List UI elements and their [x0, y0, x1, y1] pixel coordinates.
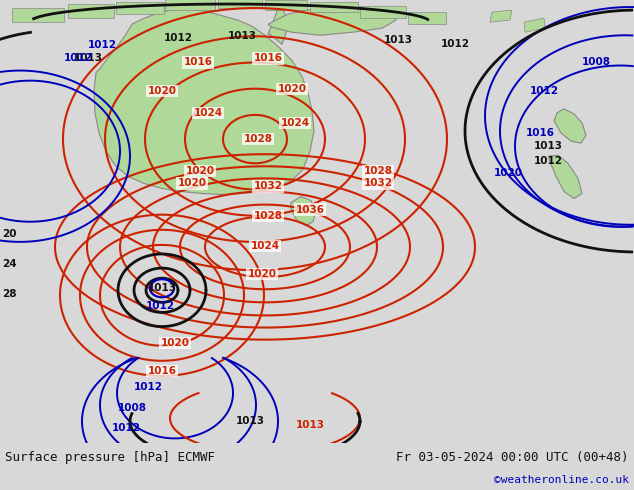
- Polygon shape: [12, 8, 64, 22]
- Polygon shape: [360, 6, 406, 18]
- Text: 1012: 1012: [164, 33, 193, 43]
- Text: 1032: 1032: [363, 178, 392, 189]
- Text: 1020: 1020: [247, 269, 276, 279]
- Text: Surface pressure [hPa] ECMWF: Surface pressure [hPa] ECMWF: [5, 451, 215, 464]
- Text: 1016: 1016: [526, 128, 555, 138]
- Text: 24: 24: [2, 259, 16, 269]
- Text: 1032: 1032: [254, 181, 283, 192]
- Text: 1013: 1013: [384, 35, 413, 45]
- Text: 1013: 1013: [228, 31, 257, 41]
- Text: Fr 03-05-2024 00:00 UTC (00+48): Fr 03-05-2024 00:00 UTC (00+48): [396, 451, 629, 464]
- Text: 1013: 1013: [295, 420, 325, 430]
- Text: 1036: 1036: [295, 205, 325, 215]
- Text: 1013: 1013: [235, 416, 264, 426]
- Text: 1012: 1012: [87, 40, 117, 50]
- Text: 1020: 1020: [278, 84, 306, 94]
- Polygon shape: [68, 4, 114, 18]
- Text: 1012: 1012: [112, 423, 141, 433]
- Text: 1016: 1016: [148, 366, 176, 376]
- Text: 1024: 1024: [250, 241, 280, 251]
- Polygon shape: [524, 18, 545, 32]
- Polygon shape: [549, 155, 582, 198]
- Polygon shape: [490, 10, 512, 22]
- Text: 28: 28: [2, 289, 16, 299]
- Text: 1008: 1008: [581, 57, 611, 68]
- Text: 1020: 1020: [186, 166, 214, 176]
- Text: 1028: 1028: [363, 166, 392, 176]
- Text: 1012: 1012: [134, 382, 162, 392]
- Polygon shape: [265, 0, 307, 10]
- Text: 1020: 1020: [178, 178, 207, 189]
- Polygon shape: [408, 12, 446, 24]
- Text: 1020: 1020: [493, 169, 522, 178]
- Text: 1024: 1024: [193, 108, 223, 118]
- Polygon shape: [268, 6, 396, 35]
- Text: 1028: 1028: [243, 134, 273, 144]
- Text: 1012: 1012: [441, 39, 470, 49]
- Polygon shape: [218, 0, 262, 8]
- Text: 1008: 1008: [117, 403, 146, 413]
- Polygon shape: [94, 9, 314, 195]
- Text: 1012: 1012: [529, 86, 559, 96]
- Text: 1020: 1020: [160, 338, 190, 348]
- Text: 1016: 1016: [254, 53, 283, 63]
- Text: 1028: 1028: [254, 211, 283, 220]
- Polygon shape: [116, 2, 164, 14]
- Text: ©weatheronline.co.uk: ©weatheronline.co.uk: [494, 475, 629, 485]
- Text: 1016: 1016: [183, 57, 212, 68]
- Polygon shape: [268, 4, 287, 45]
- Polygon shape: [165, 0, 215, 10]
- Text: 20: 20: [2, 229, 16, 239]
- Text: 1012: 1012: [145, 301, 174, 311]
- Text: 1024: 1024: [280, 118, 309, 128]
- Polygon shape: [310, 2, 358, 12]
- Polygon shape: [291, 196, 316, 226]
- Text: 1012: 1012: [63, 53, 93, 63]
- Text: 1020: 1020: [148, 86, 176, 96]
- Text: 1013: 1013: [148, 283, 176, 293]
- Text: 1013: 1013: [74, 53, 103, 63]
- Text: 1012: 1012: [533, 156, 562, 166]
- Text: 1013: 1013: [533, 141, 562, 151]
- Polygon shape: [554, 109, 586, 143]
